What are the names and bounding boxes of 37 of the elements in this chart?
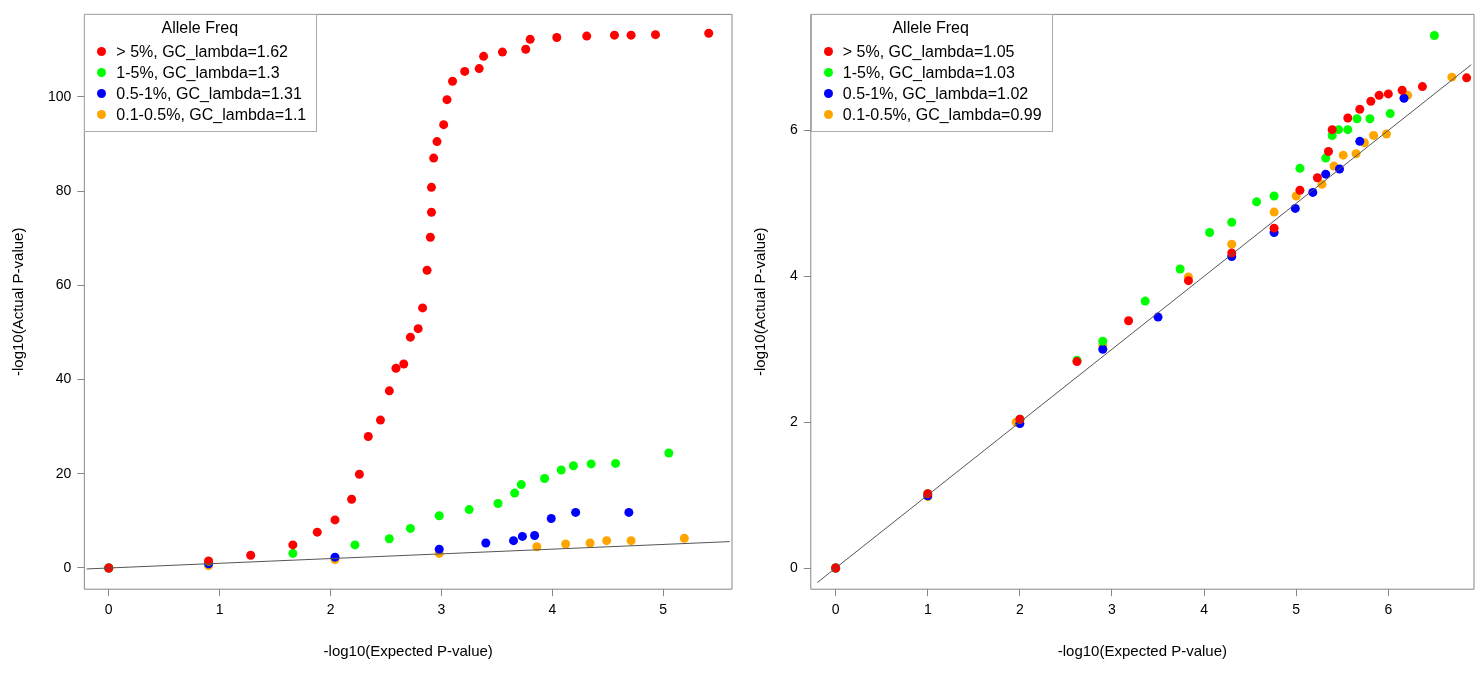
legend-title: Allele Freq [891,19,970,38]
legend-label: 0.1-0.5%, GC_lambda=1.1 [116,105,307,126]
legend-label: > 5%, GC_lambda=1.05 [842,42,1015,63]
x-tick-label: 4 [548,601,557,618]
y-tick-label: 0 [789,558,798,575]
x-tick-label: 5 [659,601,668,618]
x-tick-label: 4 [1200,601,1209,618]
legend-label: 0.1-0.5%, GC_lambda=0.99 [842,105,1042,126]
x-tick-label: 5 [1292,601,1301,618]
x-axis-title: -log10(Expected P-value) [1057,642,1228,660]
legend-label: 1-5%, GC_lambda=1.3 [116,63,280,84]
y-tick-label: 2 [789,413,798,430]
y-tick-label: 20 [55,464,72,481]
x-tick-label: 0 [831,601,840,618]
y-tick-label: 60 [55,276,72,293]
x-tick-label: 3 [1108,601,1117,618]
y-tick-label: 80 [55,181,72,198]
x-tick-label: 0 [104,601,113,618]
x-tick-label: 6 [1384,601,1393,618]
y-tick-label: 6 [789,121,798,138]
legend-label: 1-5%, GC_lambda=1.03 [842,63,1015,84]
legend-label: 0.5-1%, GC_lambda=1.02 [842,84,1029,105]
x-tick-label: 3 [437,601,446,618]
y-tick-label: 0 [63,558,72,575]
legend-label: > 5%, GC_lambda=1.62 [116,42,289,63]
x-tick-label: 2 [1015,601,1024,618]
x-axis-title: -log10(Expected P-value) [323,642,493,660]
x-tick-label: 1 [215,601,224,618]
y-tick-label: 4 [789,267,798,284]
y-tick-label: 100 [48,87,72,104]
legend-title: Allele Freq [160,19,240,38]
y-tick-label: 40 [55,370,72,387]
x-tick-label: 1 [923,601,932,618]
y-axis-title: -log10(Actual P-value) [9,227,27,376]
legend-label: 0.5-1%, GC_lambda=1.31 [116,84,302,105]
y-axis-title: -log10(Actual P-value) [751,227,769,376]
x-tick-label: 2 [326,601,335,618]
